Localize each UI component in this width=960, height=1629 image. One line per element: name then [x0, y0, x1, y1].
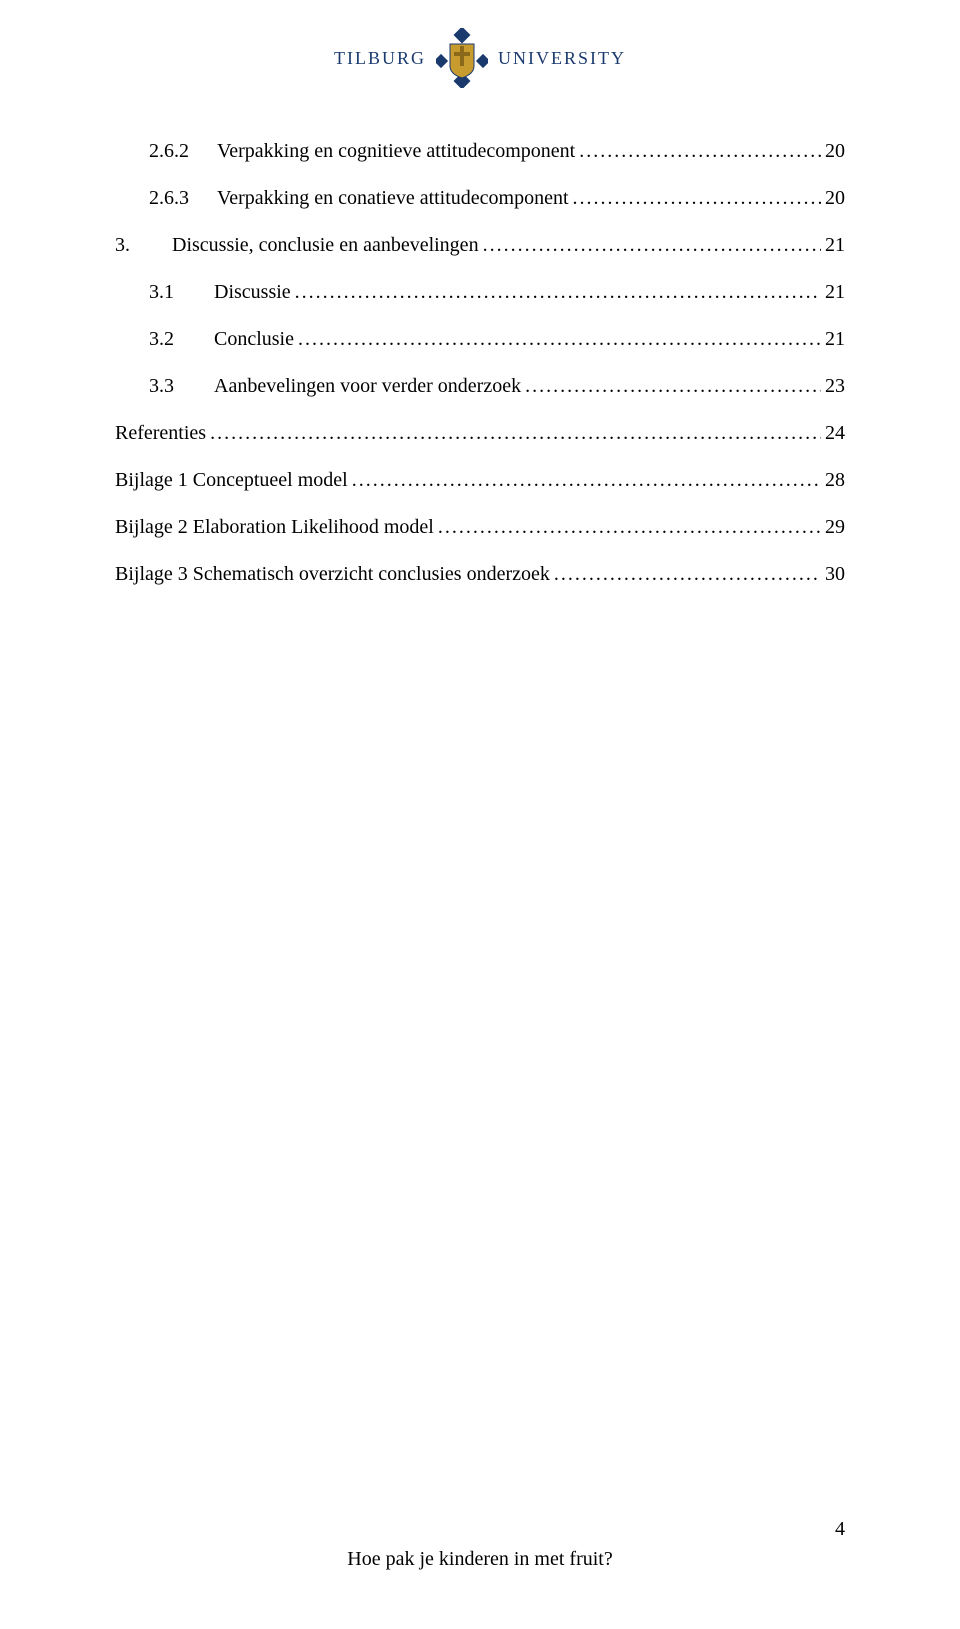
toc-page: 21: [825, 316, 845, 363]
toc-page: 29: [825, 504, 845, 551]
toc-page: 24: [825, 410, 845, 457]
toc-title: Bijlage 2 Elaboration Likelihood model: [115, 504, 434, 551]
toc-entry: 2.6.3 Verpakking en conatieve attitudeco…: [115, 175, 845, 222]
toc-entry: 3. Discussie, conclusie en aanbevelingen…: [115, 222, 845, 269]
toc-number: 3.: [115, 222, 130, 269]
toc-number: 2.6.2: [149, 128, 189, 175]
toc-title: Bijlage 3 Schematisch overzicht conclusi…: [115, 551, 550, 598]
toc-entry: 3.2 Conclusie 21: [115, 316, 845, 363]
toc-title: Discussie, conclusie en aanbevelingen: [172, 222, 479, 269]
logo-emblem: [436, 28, 488, 88]
toc-leader-dots: [483, 222, 821, 269]
table-of-contents: 2.6.2 Verpakking en cognitieve attitudec…: [115, 128, 845, 598]
shield-icon: [436, 28, 488, 88]
toc-entry: 3.3 Aanbevelingen voor verder onderzoek …: [115, 363, 845, 410]
toc-leader-dots: [573, 175, 821, 222]
toc-number: 3.1: [149, 269, 174, 316]
toc-title: Verpakking en cognitieve attitudecompone…: [217, 128, 575, 175]
footer-text: Hoe pak je kinderen in met fruit?: [0, 1548, 960, 1571]
toc-title: Referenties: [115, 410, 206, 457]
toc-leader-dots: [579, 128, 821, 175]
toc-number: 3.2: [149, 316, 174, 363]
toc-leader-dots: [210, 410, 821, 457]
toc-page: 30: [825, 551, 845, 598]
toc-page: 20: [825, 175, 845, 222]
toc-title: Bijlage 1 Conceptueel model: [115, 457, 348, 504]
toc-leader-dots: [298, 316, 821, 363]
toc-number: 2.6.3: [149, 175, 189, 222]
toc-leader-dots: [554, 551, 821, 598]
toc-title: Conclusie: [214, 316, 294, 363]
toc-page: 28: [825, 457, 845, 504]
toc-page: 21: [825, 269, 845, 316]
toc-leader-dots: [438, 504, 821, 551]
toc-title: Aanbevelingen voor verder onderzoek: [214, 363, 521, 410]
toc-entry: 3.1 Discussie 21: [115, 269, 845, 316]
toc-title: Verpakking en conatieve attitudecomponen…: [217, 175, 569, 222]
toc-number: 3.3: [149, 363, 174, 410]
toc-entry: Bijlage 1 Conceptueel model 28: [115, 457, 845, 504]
page-number: 4: [835, 1518, 845, 1541]
toc-entry: Referenties 24: [115, 410, 845, 457]
toc-title: Discussie: [214, 269, 291, 316]
toc-entry: Bijlage 2 Elaboration Likelihood model 2…: [115, 504, 845, 551]
toc-entry: 2.6.2 Verpakking en cognitieve attitudec…: [115, 128, 845, 175]
header-logo: TILBURG UNIVERSITY: [115, 28, 845, 88]
logo-text-left: TILBURG: [334, 48, 426, 69]
toc-leader-dots: [295, 269, 821, 316]
page-container: TILBURG UNIVERSITY 2.6.2 Verpakking en c…: [0, 0, 960, 1629]
toc-page: 23: [825, 363, 845, 410]
toc-page: 20: [825, 128, 845, 175]
logo-text-right: UNIVERSITY: [498, 48, 626, 69]
toc-leader-dots: [352, 457, 821, 504]
toc-leader-dots: [525, 363, 821, 410]
toc-page: 21: [825, 222, 845, 269]
toc-entry: Bijlage 3 Schematisch overzicht conclusi…: [115, 551, 845, 598]
